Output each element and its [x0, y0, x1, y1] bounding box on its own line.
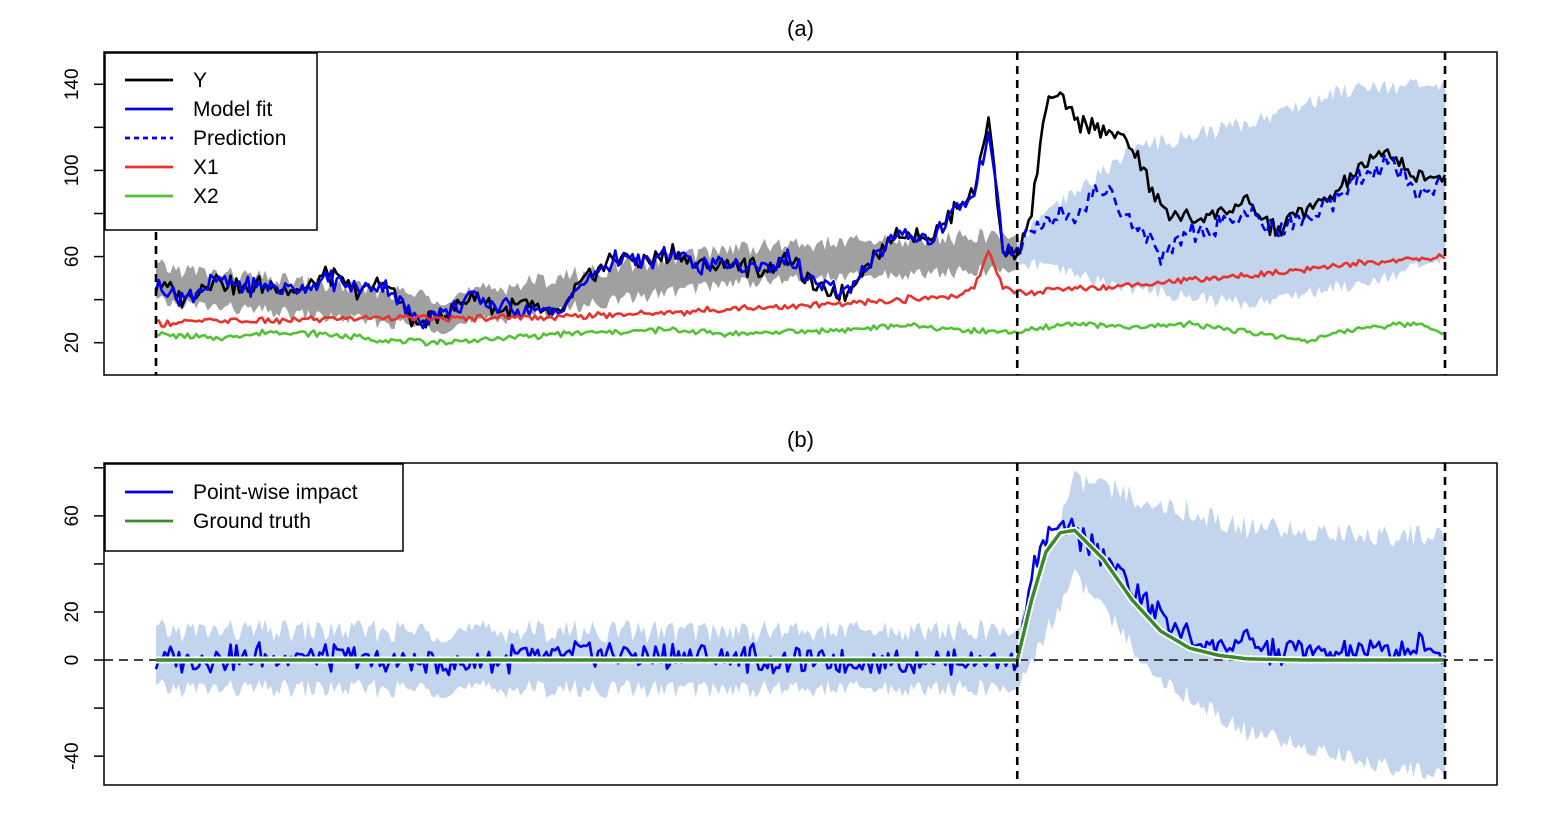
ground-truth-line — [156, 528, 1445, 662]
panel-a: (a) 20 60 100 140 Y Model fit Prediction X1 X2 — [62, 16, 1498, 376]
plot-area — [104, 470, 1497, 783]
y-tick-label: -40 — [62, 742, 83, 769]
x2-line — [155, 320, 1446, 347]
legend-label-y: Y — [193, 69, 207, 92]
y-tick-label: 0 — [62, 655, 83, 666]
legend-label-ground-truth: Ground truth — [193, 510, 311, 533]
y-tick-label: 100 — [62, 155, 83, 187]
panel-b: (b) -40 0 20 60 Point-wise impact Ground truth — [62, 427, 1498, 786]
legend-box — [104, 463, 404, 552]
legend-label-x2: X2 — [193, 185, 219, 208]
panel-title: (a) — [787, 16, 814, 41]
y-tick-label: 60 — [62, 246, 83, 267]
legend-label-prediction: Prediction — [193, 127, 286, 150]
y-tick-label: 20 — [62, 332, 83, 353]
panel-title: (b) — [787, 427, 814, 452]
y-tick-label: 140 — [62, 68, 83, 100]
prediction-interval-band — [1017, 78, 1445, 310]
plot-area — [154, 78, 1447, 347]
legend-label-x1: X1 — [193, 156, 219, 179]
legend-label-model-fit: Model fit — [193, 98, 273, 121]
impact-interval-band — [156, 470, 1445, 783]
plot-frame — [103, 462, 1498, 786]
legend-label-point-wise-impact: Point-wise impact — [193, 481, 358, 504]
model-fit-line — [154, 131, 1019, 330]
prediction-line — [1015, 152, 1446, 266]
y-tick-label: 20 — [62, 601, 83, 622]
y-tick-label: 60 — [62, 505, 83, 526]
x1-line — [155, 249, 1446, 328]
legend-box — [104, 52, 318, 231]
